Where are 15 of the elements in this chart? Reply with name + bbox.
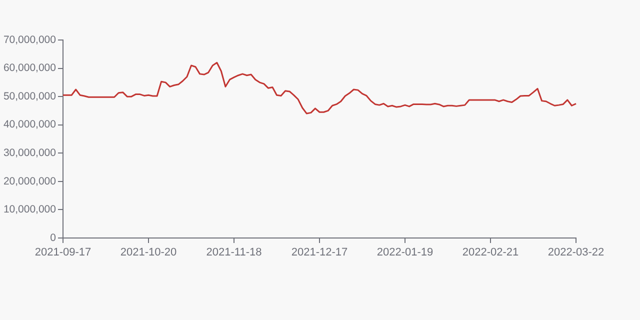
x-tick-label: 2022-03-22 bbox=[548, 246, 604, 259]
y-tick-label: 60,000,000 bbox=[3, 62, 56, 74]
y-tick-label: 70,000,000 bbox=[3, 34, 56, 46]
x-tick-label: 2022-01-19 bbox=[376, 246, 434, 259]
x-tick-label: 2021-10-20 bbox=[120, 246, 177, 259]
x-tick-label: 2022-02-21 bbox=[462, 246, 519, 259]
y-tick-label: 40,000,000 bbox=[3, 118, 56, 131]
y-tick-label: 20,000,000 bbox=[3, 175, 56, 188]
y-tick-label: 50,000,000 bbox=[3, 90, 56, 102]
y-tick-label: 30,000,000 bbox=[3, 147, 56, 160]
y-tick-label: 0 bbox=[50, 232, 56, 244]
x-tick-label: 2021-09-17 bbox=[34, 246, 92, 259]
x-tick-label: 2021-12-17 bbox=[291, 246, 348, 259]
x-tick-label: 2021-11-18 bbox=[206, 246, 262, 259]
y-tick-label: 10,000,000 bbox=[3, 204, 56, 216]
